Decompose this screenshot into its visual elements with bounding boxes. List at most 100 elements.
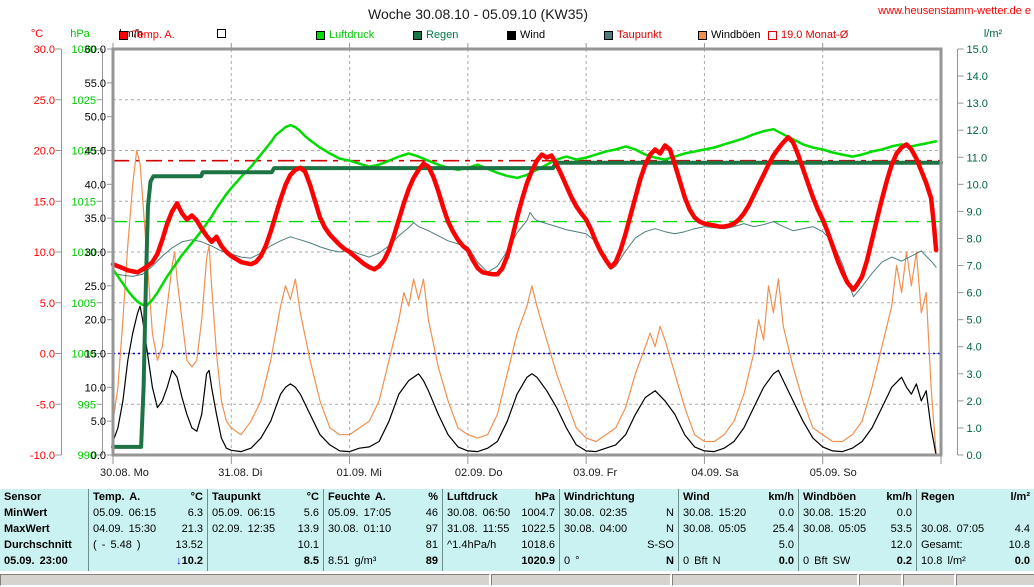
pressure-tick-label: 1010 (72, 247, 96, 259)
wind-tick-label: 35.0 (85, 213, 106, 225)
legend-label: Wind (520, 29, 546, 41)
table-row: 30.08. 07:05 4.4 (921, 522, 1030, 538)
legend-swatch-icon (698, 30, 707, 40)
table-cell-value: 1004.7 (521, 507, 555, 519)
table-row: 05.09. 06:15 6.3 (93, 506, 203, 522)
day-label: 02.09. Do (455, 467, 503, 479)
table-cell: 0 Bft N (683, 555, 721, 567)
legend-item-regen: Regen (413, 29, 458, 41)
table-cell: 31.08. 11:55 (447, 523, 510, 535)
rain-tick-label: 11.0 (967, 152, 988, 164)
table-cell: 30.08. 02:35 (564, 507, 628, 519)
rain-tick-label: 4.0 (967, 342, 982, 354)
table-row: 30.08. 15:20 0.0 (683, 506, 794, 522)
table-cell: Wind (683, 491, 710, 503)
pressure-axis-unit: hPa (70, 28, 90, 40)
table-cell: 30.08. 01:10 (328, 523, 392, 535)
table-cell: 0 ° (564, 555, 580, 567)
weather-chart: 30.0 25.0 20.0 15.0 10.0 5.0 0.0 -5.0 -10.0 °C 103… (30, 28, 1003, 479)
table-cell: Luftdruck (447, 491, 498, 503)
table-cell: MaxWert (4, 523, 50, 535)
legend-swatch-icon (316, 30, 325, 40)
table-column-windrichtung: Windrichtung 30.08. 02:35 N 30.08. 04:00 N S-… (559, 489, 678, 571)
table-row: 30.08. 02:35 N (564, 506, 674, 522)
table-row (921, 506, 1030, 522)
table-row: 30.08. 06:50 1004.7 (447, 506, 555, 522)
rain-tick-label: 9.0 (967, 206, 982, 218)
rain-tick-label: 6.0 (967, 288, 982, 300)
table-header-row: Feuchte A.% (328, 490, 438, 506)
table-column-feuchte-a-: Feuchte A.% 05.09. 17:05 46 30.08. 01:10 97 8… (323, 489, 442, 571)
status-bar-segment (672, 574, 858, 586)
table-cell-value: N (666, 523, 674, 535)
table-cell-value: 13.9 (297, 523, 319, 535)
legend-swatch-icon (604, 30, 613, 40)
table-cell: 05.09. 06:15 (93, 507, 157, 519)
table-column-sensor: Sensor MinWert MaxWert Durchschnitt 05.09. 2… (0, 489, 88, 571)
legend-swatch-icon (413, 30, 422, 40)
series-wind (112, 305, 937, 456)
table-cell: Regen (921, 491, 955, 503)
table-cell-value: 10.8 (1008, 539, 1030, 551)
pressure-tick-label: 990 (78, 450, 96, 462)
pressure-tick-label: 1025 (72, 95, 96, 107)
table-cell: Taupunkt (212, 491, 261, 503)
legend-item-temp-a-: Temp. A. (119, 29, 175, 41)
rain-tick-label: 2.0 (967, 396, 982, 408)
table-row: ↓10.2 (93, 554, 203, 570)
table-row: 02.09. 12:35 13.9 (212, 522, 319, 538)
rain-tick-label: 13.0 (967, 98, 988, 110)
table-cell-value: ↓10.2 (176, 555, 203, 567)
table-cell-value: 12.0 (890, 539, 912, 551)
temp-tick-label: 0.0 (40, 349, 55, 361)
table-cell-value: N (666, 507, 674, 519)
table-row: 05.09. 23:00 (4, 554, 84, 570)
legend-label: Windböen (711, 29, 761, 41)
table-cell: 02.09. 12:35 (212, 523, 276, 535)
table-row: Durchschnitt (4, 538, 84, 554)
table-cell-value: l/m² (1010, 491, 1030, 503)
site-url-link[interactable]: www.heusenstamm-wetter.de e (878, 5, 1031, 17)
legend-item-luftdruck: Luftdruck (316, 29, 374, 41)
temp-tick-label: 30.0 (34, 44, 55, 56)
table-cell-value: °C (190, 491, 203, 503)
wind-tick-label: 10.0 (85, 382, 106, 394)
summary-table: Sensor MinWert MaxWert Durchschnitt 05.09. 2… (0, 489, 1034, 571)
table-cell-value: % (428, 491, 438, 503)
temp-tick-label: 15.0 (34, 196, 55, 208)
table-column-regen: Regen l/m² 30.08. 07:05 4.4 Gesamt: 10.8 10.8 … (916, 489, 1034, 571)
table-cell-value: N (666, 555, 674, 567)
table-cell-value: 10.1 (297, 539, 319, 551)
table-cell: ( - 5.48 ) (93, 539, 141, 551)
status-bar-segment (491, 574, 671, 586)
page-title: Woche 30.08.10 - 05.09.10 (KW35) (368, 6, 588, 22)
table-cell-value: 6.3 (187, 507, 203, 519)
day-label: 05.09. So (810, 467, 857, 479)
table-cell: ^1.4hPa/h (447, 539, 497, 551)
table-cell: 30.08. 15:20 (803, 507, 867, 519)
rain-tick-label: 14.0 (967, 71, 988, 83)
temp-tick-label: 20.0 (34, 146, 55, 158)
wind-tick-label: 55.0 (85, 78, 106, 90)
table-row: 0 Bft N 0.0 (683, 554, 794, 570)
table-cell: 30.08. 15:20 (683, 507, 747, 519)
table-cell: Feuchte A. (328, 491, 386, 503)
table-row: 30.08. 05:05 25.4 (683, 522, 794, 538)
table-row: S-SO (564, 538, 674, 554)
table-cell: Temp. A. (93, 491, 141, 503)
wind-tick-label: 50.0 (85, 112, 106, 124)
axes: 30.0 25.0 20.0 15.0 10.0 5.0 0.0 -5.0 -10.0 °C 103… (30, 28, 1003, 479)
table-cell: Sensor (4, 491, 42, 503)
reference-lines (113, 159, 941, 355)
day-label: 31.08. Di (218, 467, 262, 479)
table-cell-value: 5.6 (303, 507, 319, 519)
table-row: 30.08. 01:10 97 (328, 522, 438, 538)
table-cell: 0 Bft SW (803, 555, 851, 567)
status-bar-segment (859, 574, 902, 586)
table-cell-value: 4.4 (1014, 523, 1030, 535)
wind-tick-label: 40.0 (85, 179, 106, 191)
temp-tick-label: 10.0 (34, 247, 55, 259)
legend-label: Temp. A. (132, 29, 175, 41)
legend-label: Regen (426, 29, 459, 41)
